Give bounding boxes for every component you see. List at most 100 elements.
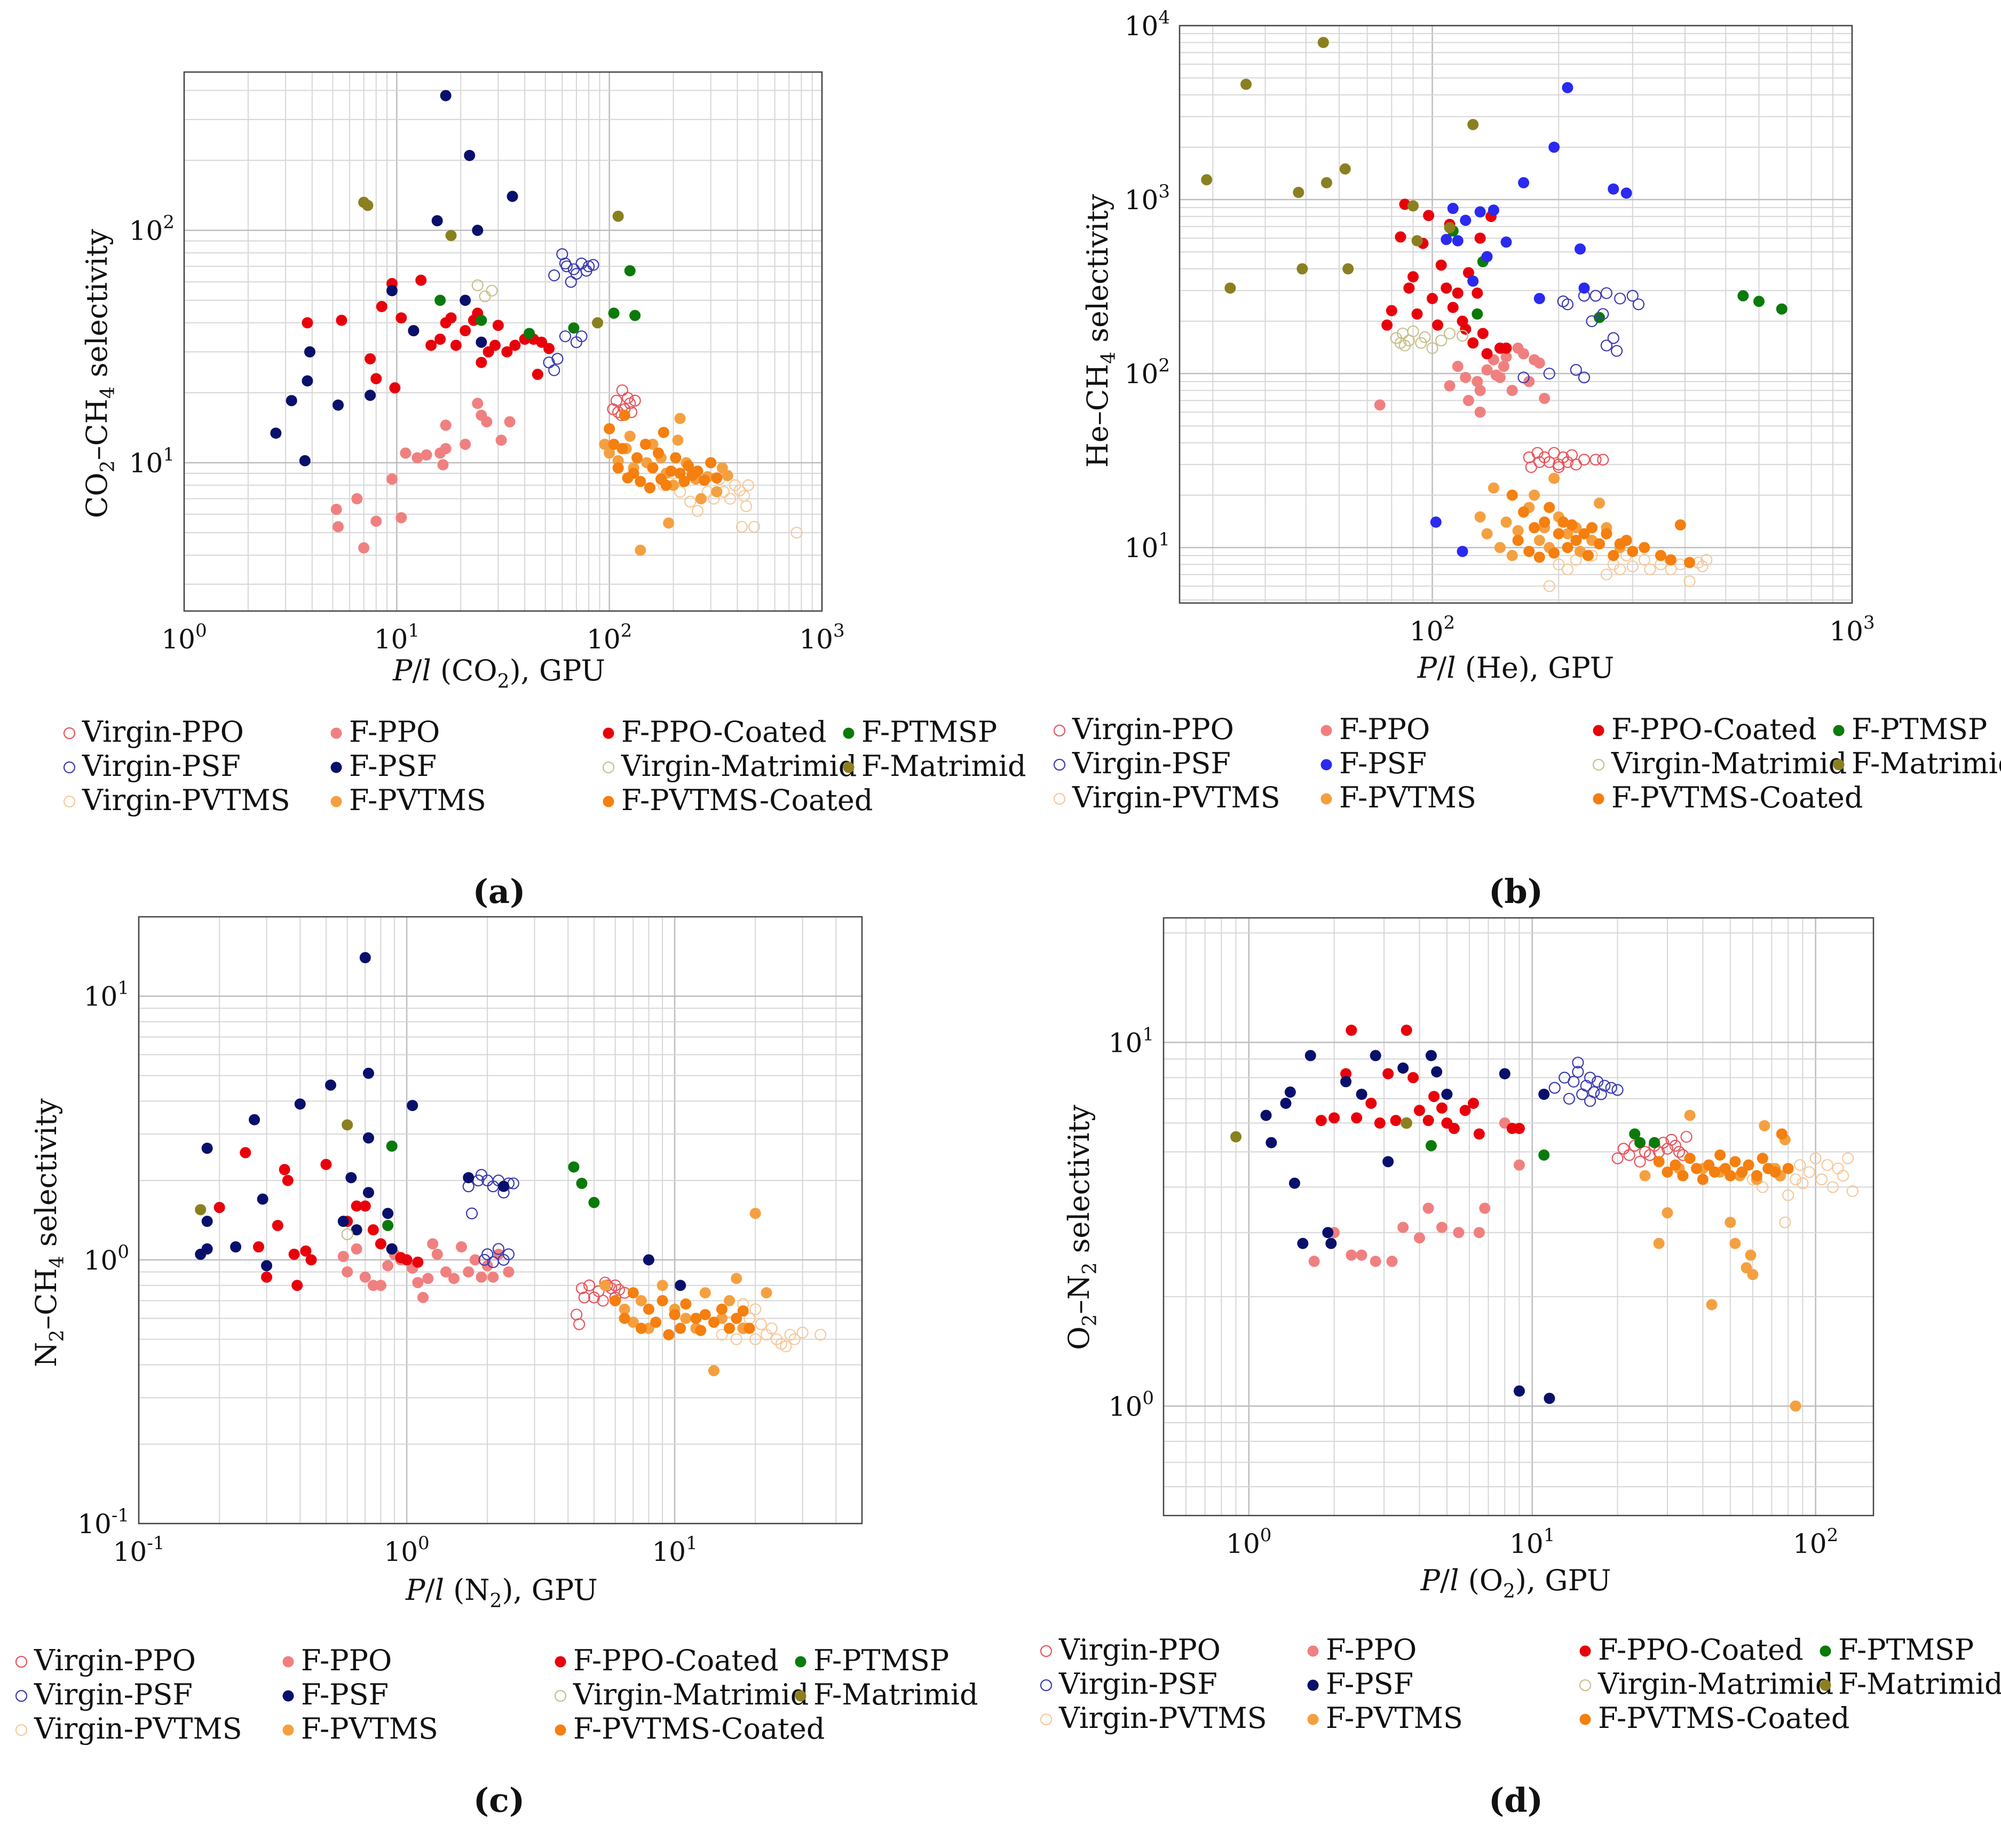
point-f-ppo-coated: [291, 1280, 303, 1291]
legend-marker-f-ppo: [282, 1656, 294, 1668]
point-f-pvtms: [708, 1365, 719, 1377]
point-virgin-psf: [1517, 371, 1530, 384]
point-f-pvtms: [1684, 1109, 1696, 1121]
point-f-pvtms-coated: [1518, 506, 1530, 518]
y-axis-label: N2–CH4 selectivity: [29, 1098, 68, 1367]
point-f-ppo-coated: [336, 314, 347, 326]
point-f-pvtms-coated: [1757, 1153, 1768, 1164]
point-f-psf: [1481, 251, 1493, 263]
legend-marker-f-ptmsp: [795, 1656, 806, 1668]
point-f-ppo: [417, 1291, 429, 1303]
point-f-pvtms-coated: [724, 1322, 735, 1334]
point-virgin-psf: [567, 263, 580, 275]
point-f-pvtms: [657, 1280, 668, 1291]
point-f-ppo-coated: [1423, 210, 1435, 221]
point-f-ptmsp: [382, 1219, 394, 1231]
y-axis-label: O2–N2 selectivity: [1062, 1105, 1101, 1350]
y-tick-label: 101: [84, 978, 129, 1012]
point-f-ppo-coated: [1428, 1091, 1440, 1103]
legend-label-virgin-matrimid: Virgin-Matrimid: [1611, 747, 1847, 780]
point-f-ppo: [504, 416, 516, 427]
panel-label: (b): [1489, 872, 1543, 911]
point-f-pvtms: [1662, 1207, 1673, 1219]
point-f-pvtms-coated: [1620, 535, 1632, 546]
point-f-ppo-coated: [282, 1175, 294, 1186]
point-virgin-psf: [1611, 1084, 1624, 1096]
point-virgin-ppo: [607, 403, 619, 415]
point-f-pvtms-coated: [1562, 542, 1573, 553]
point-virgin-psf: [1589, 290, 1602, 302]
point-f-ptmsp: [588, 1196, 600, 1208]
point-f-pvtms-coated: [1655, 550, 1666, 561]
point-f-psf: [1452, 235, 1464, 247]
point-virgin-psf: [1610, 345, 1623, 357]
point-f-psf: [299, 455, 311, 466]
point-f-pvtms: [1494, 542, 1506, 553]
point-f-ppo-coated: [1448, 1123, 1460, 1135]
point-virgin-psf: [1570, 364, 1582, 376]
legend-label-f-ppo: F-PPO: [1326, 1633, 1417, 1667]
point-f-ppo-coated: [1468, 1098, 1480, 1109]
point-f-pvtms-coated: [1677, 1170, 1689, 1181]
point-f-pvtms-coated: [635, 475, 646, 487]
point-f-pvtms-coated: [737, 1305, 749, 1317]
point-virgin-pvtms: [1837, 1170, 1849, 1182]
point-f-pvtms-coated: [619, 409, 630, 421]
point-f-ppo-coated: [279, 1164, 290, 1176]
point-f-psf: [476, 336, 487, 348]
point-f-psf: [464, 149, 476, 161]
point-f-psf: [440, 90, 452, 101]
point-f-pvtms-coated: [1578, 528, 1590, 540]
point-f-pvtms: [663, 517, 675, 529]
point-f-psf: [1297, 1238, 1309, 1249]
point-f-ppo-coated: [489, 339, 501, 351]
legend-marker-f-pvtms: [330, 796, 342, 807]
point-virgin-ppo: [575, 1282, 588, 1295]
point-f-psf: [460, 295, 471, 306]
point-f-pvtms-coated: [1593, 538, 1605, 550]
legend-label-f-psf: F-PSF: [1326, 1667, 1413, 1701]
point-f-ppo: [1498, 361, 1509, 372]
x-tick-label: 100: [384, 1533, 429, 1567]
point-f-pvtms-coated: [1776, 1128, 1788, 1140]
point-virgin-pvtms: [765, 1322, 778, 1335]
point-f-matrimid: [1224, 282, 1236, 294]
point-f-ppo: [1397, 1222, 1409, 1233]
point-f-pvtms-coated: [692, 465, 703, 477]
point-f-ppo: [382, 1260, 394, 1272]
point-f-pvtms-coated: [731, 1312, 742, 1324]
point-f-pvtms-coated: [619, 1312, 630, 1324]
point-f-ppo-coated: [543, 343, 555, 354]
point-virgin-pvtms: [1794, 1159, 1806, 1171]
point-virgin-psf: [559, 257, 572, 269]
point-f-pvtms-coated: [1782, 1163, 1794, 1175]
point-virgin-ppo: [1561, 456, 1574, 468]
point-f-ppo-coated: [288, 1248, 300, 1260]
point-f-psf: [270, 427, 282, 439]
y-axis-label: CO2–CH4 selectivity: [80, 228, 119, 518]
point-f-psf: [1544, 1392, 1555, 1404]
y-tick-label: 101: [1125, 529, 1170, 564]
point-f-ppo: [431, 1248, 443, 1260]
point-f-pvtms-coated: [1670, 1159, 1681, 1171]
point-f-ppo: [448, 1273, 460, 1284]
point-f-ppo: [1474, 406, 1486, 418]
point-f-pvtms-coated: [1769, 1166, 1781, 1178]
point-virgin-psf: [478, 1254, 491, 1266]
point-f-psf: [333, 399, 344, 411]
point-virgin-ppo: [1531, 447, 1544, 459]
legend-label-f-ppo-coated: F-PPO-Coated: [1611, 712, 1817, 746]
point-f-pvtms-coated: [675, 1322, 686, 1334]
y-tick-label: 102: [1125, 355, 1170, 390]
point-virgin-matrimid: [1419, 331, 1431, 343]
point-f-psf: [1280, 1098, 1292, 1109]
point-f-ppo-coated: [1351, 1112, 1363, 1124]
point-f-ppo-coated: [425, 339, 437, 351]
point-f-ptmsp: [1649, 1137, 1660, 1148]
point-f-pvtms: [1533, 535, 1545, 546]
legend-label-f-pvtms-coated: F-PVTMS-Coated: [1611, 781, 1863, 814]
point-f-pvtms: [731, 1273, 742, 1284]
legend-label-f-ptmsp: F-PTMSP: [1838, 1633, 1974, 1667]
point-f-pvtms: [635, 544, 646, 556]
legend-marker-f-pvtms: [1320, 793, 1332, 805]
